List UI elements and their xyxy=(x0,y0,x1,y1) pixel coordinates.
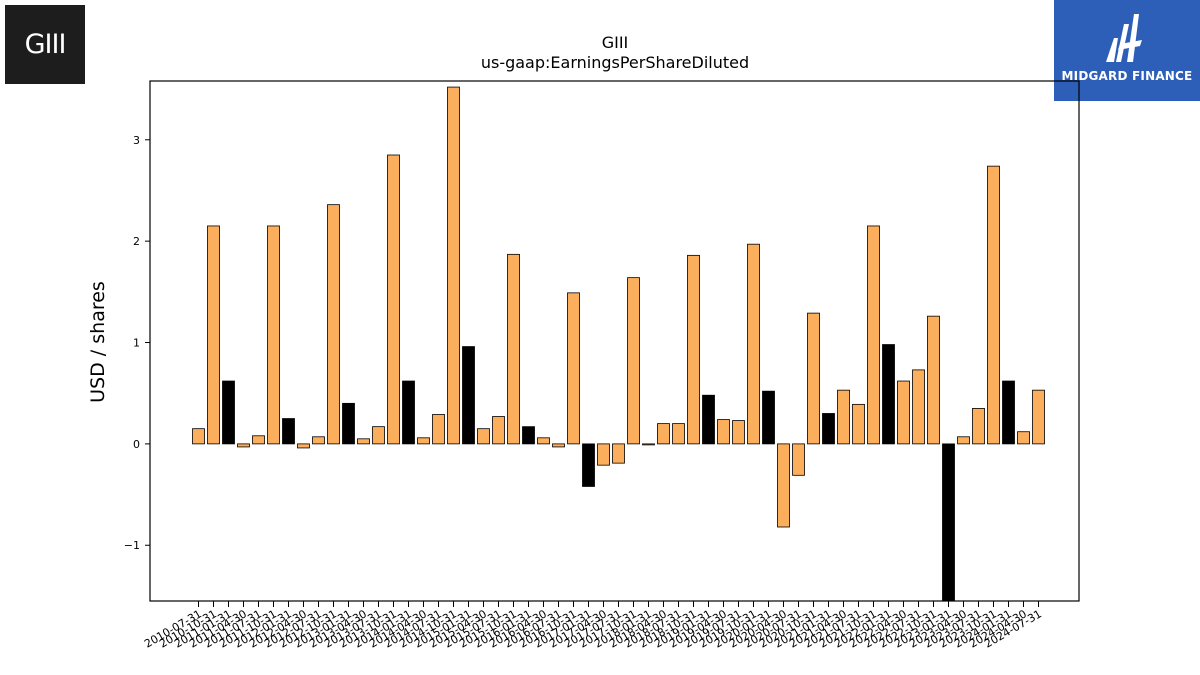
bar xyxy=(822,413,835,445)
bar xyxy=(1002,380,1015,445)
bar xyxy=(1017,431,1030,445)
bar xyxy=(327,204,340,445)
midgard-brand-name: MIDGARD FINANCE xyxy=(1061,69,1193,83)
bar xyxy=(282,418,295,445)
bar xyxy=(522,426,535,445)
bar xyxy=(972,408,985,445)
bar xyxy=(912,369,925,445)
midgard-emblem-icon xyxy=(1106,14,1142,62)
bar xyxy=(732,420,745,445)
bar xyxy=(987,165,1000,445)
bar xyxy=(387,154,400,445)
bar xyxy=(882,344,895,445)
bar xyxy=(492,416,505,445)
bar xyxy=(702,394,715,445)
bar xyxy=(642,443,655,446)
bar xyxy=(717,419,730,445)
bar xyxy=(582,443,595,487)
giii-logo: GIII xyxy=(5,5,85,84)
bar xyxy=(267,225,280,445)
bar xyxy=(1032,389,1045,445)
plot-frame xyxy=(149,80,1080,602)
bar xyxy=(432,414,445,445)
bar xyxy=(447,86,460,445)
bar xyxy=(252,435,265,445)
bar xyxy=(192,428,205,445)
bar xyxy=(957,436,970,445)
bar xyxy=(537,437,550,445)
chart-title: GIII xyxy=(602,33,629,52)
bar xyxy=(507,253,520,445)
bar xyxy=(657,423,670,445)
bar xyxy=(417,437,430,445)
bar xyxy=(462,346,475,445)
bar xyxy=(357,438,370,445)
bar xyxy=(807,312,820,445)
bar xyxy=(237,443,250,448)
y-axis-label: USD / shares xyxy=(87,281,109,403)
bar xyxy=(222,380,235,445)
y-tick-label: 3 xyxy=(133,134,140,147)
bar xyxy=(792,443,805,476)
bar xyxy=(687,254,700,445)
bar xyxy=(927,315,940,445)
plot-marks: −101232010-07-312010-10-312011-01-312011… xyxy=(124,86,1045,651)
bar xyxy=(477,428,490,445)
bar xyxy=(897,380,910,445)
bar xyxy=(747,243,760,445)
chart-subtitle: us-gaap:EarningsPerShareDiluted xyxy=(481,53,749,72)
bar xyxy=(867,225,880,445)
y-tick-label: 0 xyxy=(133,438,140,451)
bar xyxy=(852,403,865,445)
bar xyxy=(762,390,775,445)
bar xyxy=(207,225,220,445)
bar xyxy=(612,443,625,464)
bar xyxy=(777,443,790,528)
bar xyxy=(342,402,355,445)
bar xyxy=(312,436,325,445)
bar xyxy=(402,380,415,445)
midgard-finance-logo: MIDGARD FINANCE xyxy=(1054,0,1200,101)
y-tick-label: −1 xyxy=(124,539,140,552)
bar xyxy=(837,389,850,445)
bar xyxy=(372,426,385,445)
y-tick-label: 1 xyxy=(133,337,140,350)
y-tick-label: 2 xyxy=(133,235,140,248)
bar xyxy=(552,443,565,448)
bar xyxy=(297,443,310,449)
bar xyxy=(567,292,580,445)
giii-logo-text: GIII xyxy=(24,29,67,60)
bar xyxy=(627,277,640,445)
bar xyxy=(672,423,685,445)
bar xyxy=(597,443,610,466)
bar xyxy=(942,443,955,602)
